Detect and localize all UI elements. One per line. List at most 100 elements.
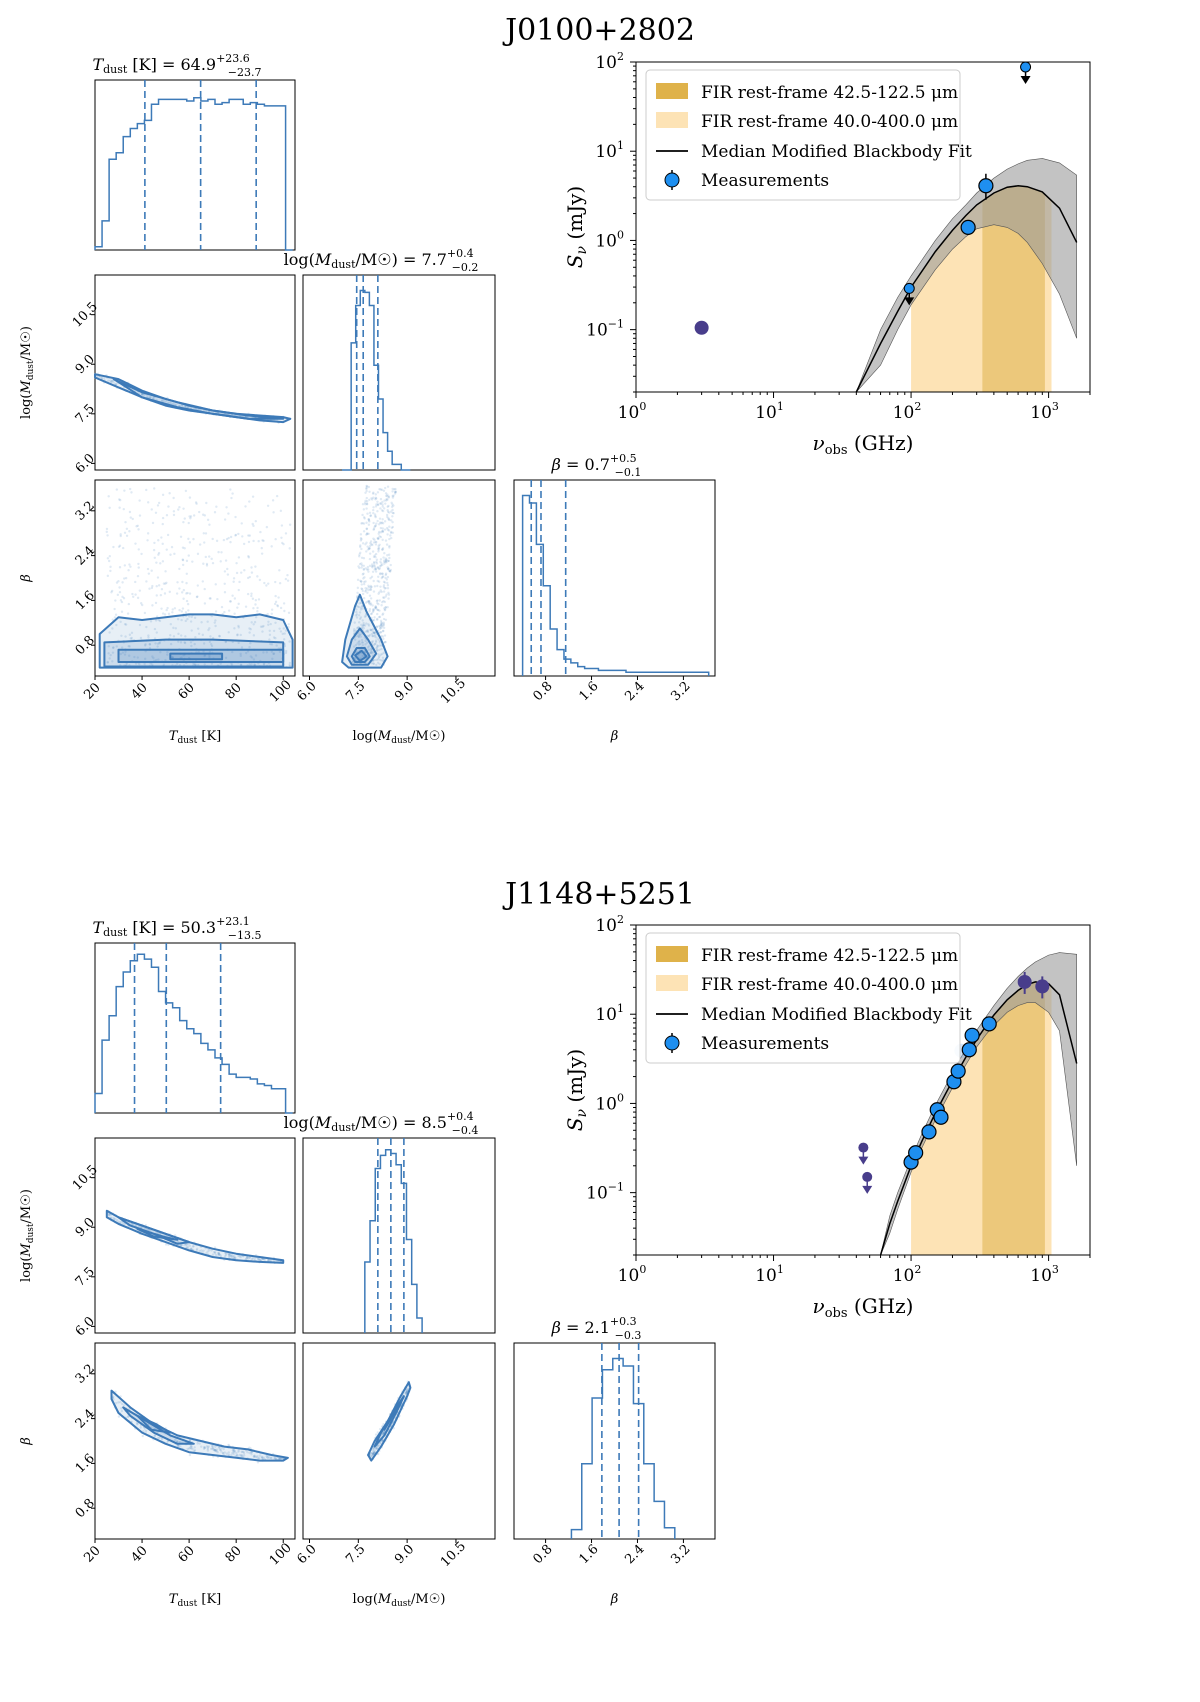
sample-point (254, 519, 257, 523)
title-err-plus: +0.4 (447, 1110, 474, 1123)
sample-point (214, 619, 217, 622)
sample-point (372, 644, 375, 647)
sample-point (208, 650, 212, 654)
scatter-axes-b_vs_t (94, 1342, 296, 1540)
sample-point (157, 553, 160, 556)
sample-point (384, 595, 387, 598)
label-unit: /M☉) (356, 250, 398, 269)
sample-point (383, 499, 386, 502)
sample-point (249, 642, 252, 645)
title-err-plus: +0.5 (610, 452, 637, 465)
sample-point (372, 619, 376, 622)
label-symbol: T (169, 729, 179, 744)
sample-point (106, 661, 109, 664)
sample-point (131, 592, 134, 596)
sample-point (196, 584, 199, 587)
sample-point (179, 1440, 182, 1444)
sample-point (191, 1245, 195, 1248)
sample-point (375, 558, 379, 561)
sample-point (112, 381, 115, 384)
sample-point (240, 646, 244, 649)
sample-point (360, 638, 364, 642)
sample-point (246, 576, 250, 580)
sample-point (381, 652, 384, 656)
sample-point (157, 501, 161, 505)
sample-point (381, 656, 385, 659)
sample-point (372, 608, 376, 611)
sample-point (204, 532, 208, 535)
sample-point (381, 563, 384, 567)
sample-point (254, 603, 257, 606)
sample-point (123, 653, 127, 656)
sample-point (386, 485, 390, 488)
sample-point (198, 1249, 201, 1253)
sample-point (165, 608, 168, 612)
sample-point (383, 600, 387, 604)
sample-point (153, 1434, 156, 1438)
sample-point (248, 645, 251, 649)
sample-point (136, 524, 139, 527)
tick-exp: 3 (1052, 400, 1059, 413)
sample-point (187, 609, 190, 612)
sample-point (233, 1449, 237, 1453)
sample-point (223, 1451, 227, 1454)
sample-point (371, 608, 375, 611)
sample-point (378, 487, 381, 491)
measurement-marker (921, 1124, 937, 1140)
sample-point (211, 1444, 214, 1448)
sample-point (372, 491, 375, 494)
sample-point (360, 564, 364, 567)
sample-point (260, 1456, 264, 1459)
sample-point (227, 1443, 230, 1447)
sample-point (190, 629, 193, 632)
sample-point (380, 626, 384, 629)
sample-point (257, 598, 261, 601)
sample-point (391, 494, 394, 498)
sample-point (369, 588, 373, 591)
sample-point (186, 406, 190, 409)
sample-point (178, 587, 181, 590)
sample-point (115, 645, 118, 648)
sample-point (213, 1448, 216, 1452)
sample-point (269, 622, 272, 626)
tick-base: 10 (595, 916, 617, 936)
sample-point (157, 584, 161, 587)
sample-point (354, 643, 358, 647)
sample-point (363, 501, 367, 504)
sample-point (362, 582, 366, 586)
label-symbol: β (551, 455, 561, 474)
sample-point (370, 612, 374, 615)
sample-point (282, 542, 285, 546)
sample-point (374, 514, 377, 518)
title-err-plus: +0.4 (447, 247, 474, 260)
sample-point (386, 528, 390, 531)
sample-point (163, 592, 167, 595)
sample-point (386, 498, 389, 501)
sample-point (359, 580, 363, 583)
sample-point (405, 1391, 408, 1394)
sample-point (373, 1449, 376, 1452)
sample-point (386, 505, 389, 508)
sample-point (160, 588, 164, 591)
sample-point (234, 533, 238, 537)
sample-point (270, 545, 273, 548)
sample-point (193, 642, 196, 646)
sample-point (215, 1448, 219, 1451)
sample-point (362, 621, 365, 625)
sample-point (233, 1256, 237, 1260)
label-prefix: log( (284, 1113, 315, 1132)
tick-base: 10 (586, 1184, 608, 1204)
sample-point (364, 643, 367, 646)
sample-point (270, 650, 274, 653)
sample-point (127, 644, 130, 648)
sample-point (372, 564, 375, 567)
sample-point (374, 639, 378, 642)
sample-point (369, 584, 372, 588)
sample-point (375, 658, 378, 662)
label-prefix: log( (353, 729, 378, 744)
label-subscript: dust (26, 360, 36, 380)
sample-point (165, 514, 169, 517)
sample-point (375, 522, 378, 525)
sample-point (181, 563, 185, 567)
